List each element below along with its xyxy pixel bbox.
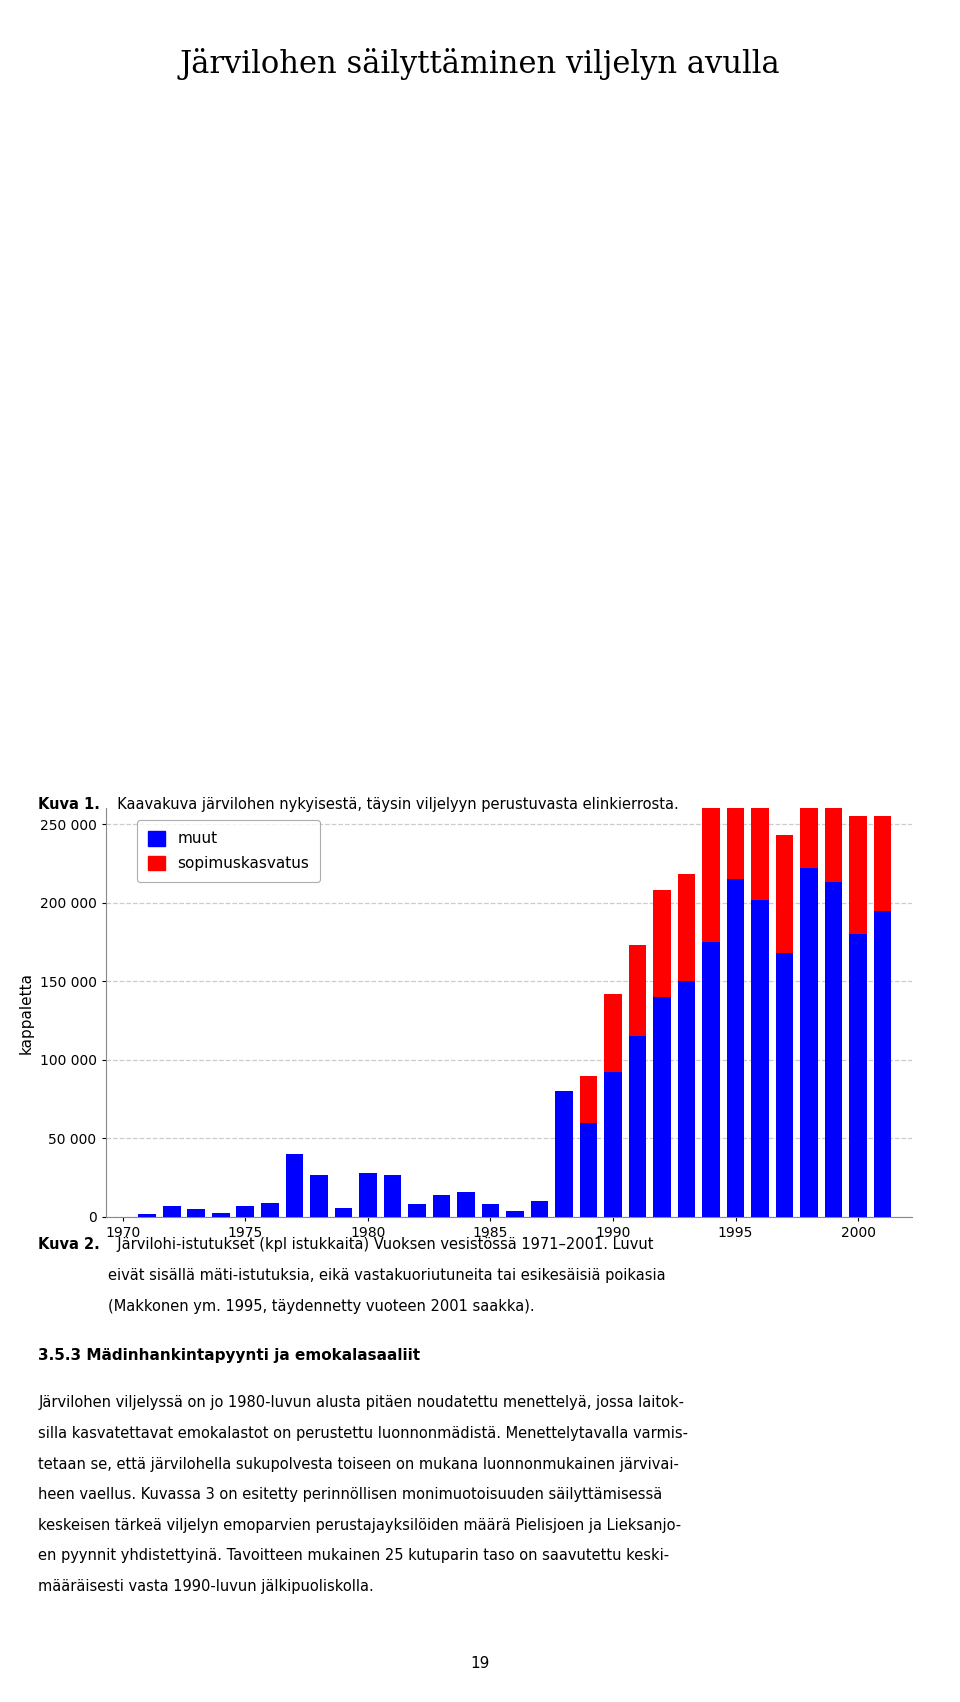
Bar — [604, 994, 622, 1072]
Bar — [629, 945, 646, 1037]
Bar — [825, 757, 842, 882]
Text: 19: 19 — [470, 1656, 490, 1671]
Text: heen vaellus. Kuvassa 3 on esitetty perinnöllisen monimuotoisuuden säilyttämises: heen vaellus. Kuvassa 3 on esitetty peri… — [38, 1488, 662, 1503]
Bar — [727, 880, 744, 1217]
Bar — [384, 1174, 401, 1217]
Bar — [236, 1207, 254, 1217]
Y-axis label: kappaletta: kappaletta — [19, 972, 34, 1054]
Bar — [482, 1205, 499, 1217]
Bar — [678, 875, 695, 982]
Bar — [310, 1174, 327, 1217]
Bar — [678, 982, 695, 1217]
Bar — [604, 1072, 622, 1217]
Bar — [580, 1076, 597, 1123]
Text: (Makkonen ym. 1995, täydennetty vuoteen 2001 saakka).: (Makkonen ym. 1995, täydennetty vuoteen … — [108, 1299, 534, 1314]
Bar — [850, 817, 867, 934]
Bar — [850, 934, 867, 1217]
Bar — [874, 911, 892, 1217]
Text: silla kasvatettavat emokalastot on perustettu luonnonmädistä. Menettelytavalla v: silla kasvatettavat emokalastot on perus… — [38, 1426, 688, 1442]
Bar — [776, 836, 793, 953]
Bar — [359, 1173, 376, 1217]
Bar — [801, 868, 818, 1217]
Text: Järvilohi-istutukset (kpl istukkaita) Vuoksen vesistössä 1971–2001. Luvut: Järvilohi-istutukset (kpl istukkaita) Vu… — [108, 1237, 653, 1253]
Bar — [506, 1210, 524, 1217]
Bar — [531, 1202, 548, 1217]
Bar — [752, 761, 769, 900]
Bar — [457, 1191, 475, 1217]
Bar — [555, 1091, 573, 1217]
Bar — [433, 1195, 450, 1217]
Text: Kaavakuva järvilohen nykyisestä, täysin viljelyyn perustuvasta elinkierrosta.: Kaavakuva järvilohen nykyisestä, täysin … — [108, 797, 680, 812]
Bar — [163, 1207, 180, 1217]
Bar — [702, 808, 720, 941]
Bar — [285, 1154, 303, 1217]
Bar — [653, 890, 671, 997]
Bar — [752, 900, 769, 1217]
Bar — [825, 882, 842, 1217]
Text: 3.5.3 Mädinhankintapyynti ja emokalasaaliit: 3.5.3 Mädinhankintapyynti ja emokalasaal… — [38, 1348, 420, 1363]
Text: tetaan se, että järvilohella sukupolvesta toiseen on mukana luonnonmukainen järv: tetaan se, että järvilohella sukupolvest… — [38, 1457, 680, 1472]
Bar — [212, 1214, 229, 1217]
Text: määräisesti vasta 1990-luvun jälkipuoliskolla.: määräisesti vasta 1990-luvun jälkipuolis… — [38, 1579, 374, 1595]
Text: en pyynnit yhdistettyinä. Tavoitteen mukainen 25 kutuparin taso on saavutettu ke: en pyynnit yhdistettyinä. Tavoitteen muk… — [38, 1549, 669, 1564]
Bar — [874, 817, 892, 911]
Bar — [580, 1123, 597, 1217]
Bar — [408, 1205, 425, 1217]
Bar — [261, 1203, 278, 1217]
Legend: muut, sopimuskasvatus: muut, sopimuskasvatus — [137, 820, 320, 882]
Text: keskeisen tärkeä viljelyn emoparvien perustajayksilöiden määrä Pielisjoen ja Lie: keskeisen tärkeä viljelyn emoparvien per… — [38, 1518, 682, 1534]
Bar — [187, 1208, 205, 1217]
Text: Kuva 1.: Kuva 1. — [38, 797, 100, 812]
Text: eivät sisällä mäti-istutuksia, eikä vastakuoriutuneita tai esikesäisiä poikasia: eivät sisällä mäti-istutuksia, eikä vast… — [108, 1268, 665, 1283]
Bar — [801, 706, 818, 868]
Text: Järvilohen viljelyssä on jo 1980-luvun alusta pitäen noudatettu menettelyä, joss: Järvilohen viljelyssä on jo 1980-luvun a… — [38, 1396, 684, 1411]
Bar — [629, 1037, 646, 1217]
Bar — [776, 953, 793, 1217]
Bar — [702, 941, 720, 1217]
Text: Kuva 2.: Kuva 2. — [38, 1237, 100, 1253]
Bar — [727, 740, 744, 880]
Text: Järvilohen säilyttäminen viljelyn avulla: Järvilohen säilyttäminen viljelyn avulla — [180, 48, 780, 80]
Bar — [138, 1214, 156, 1217]
Bar — [334, 1207, 352, 1217]
Bar — [653, 997, 671, 1217]
